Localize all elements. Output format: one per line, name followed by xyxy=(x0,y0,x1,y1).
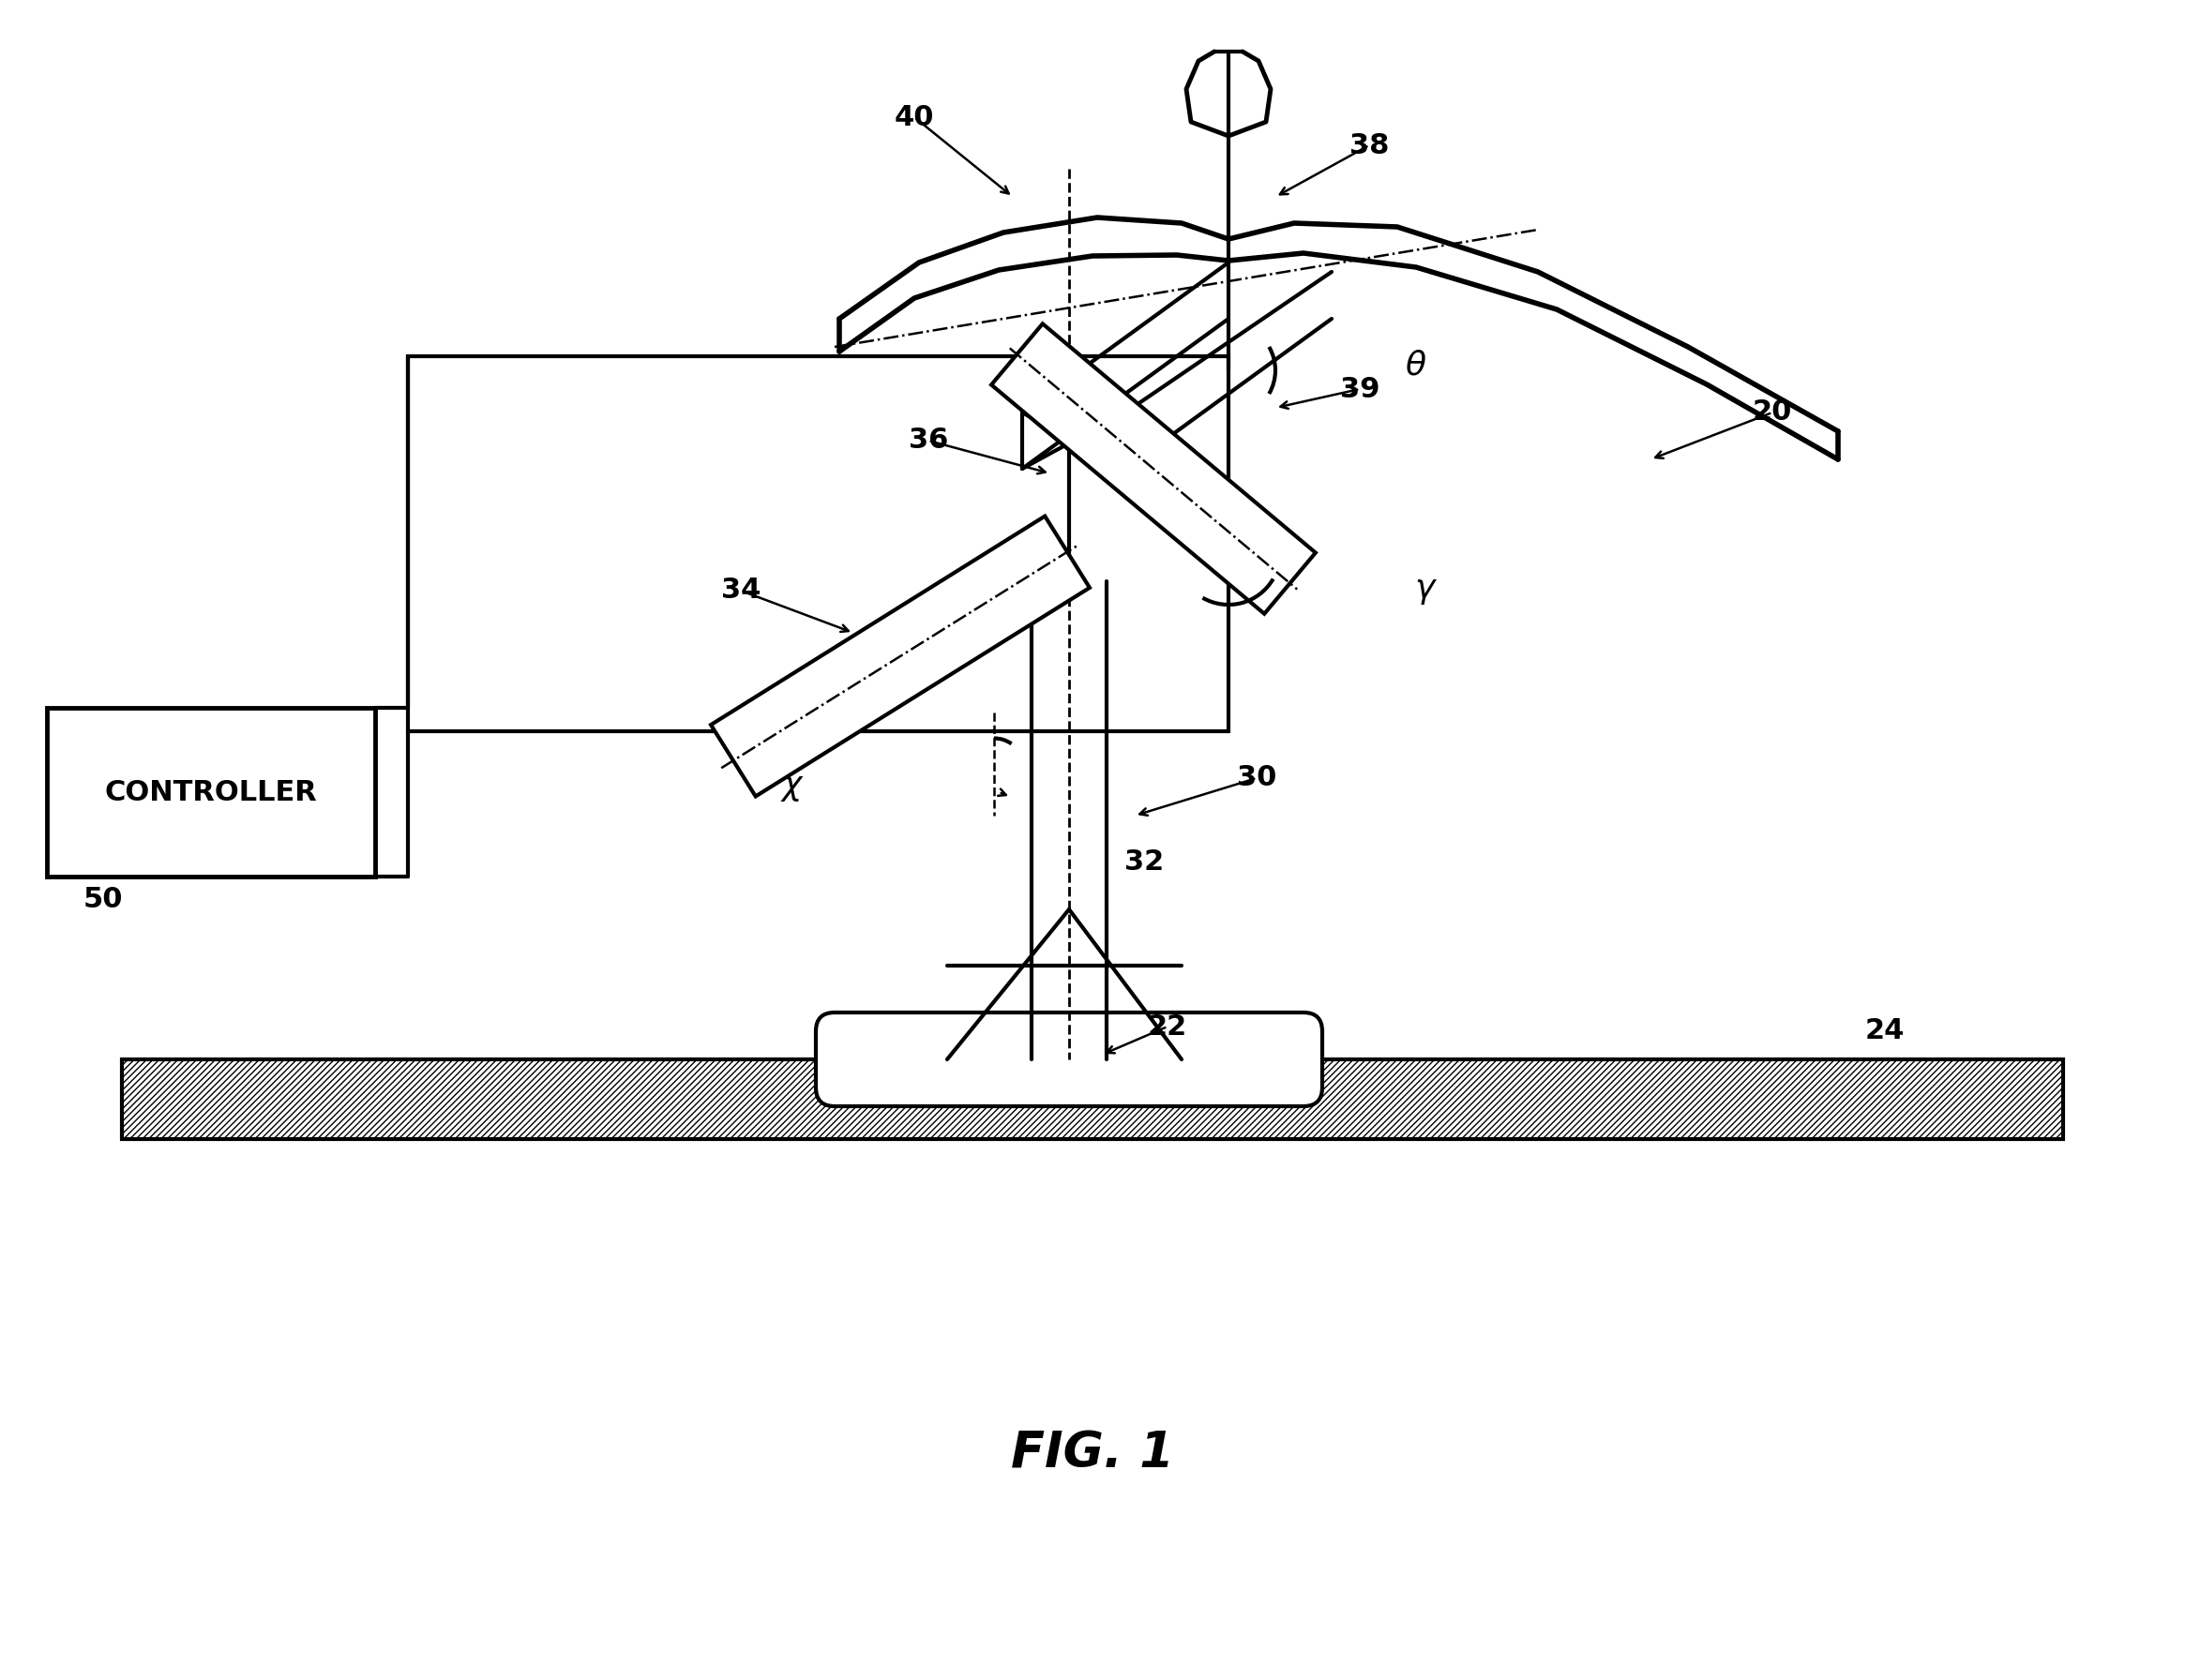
Bar xyxy=(46,707,376,877)
Bar xyxy=(409,356,1228,731)
Text: 50: 50 xyxy=(83,887,122,914)
Text: 32: 32 xyxy=(1125,848,1165,875)
Text: 30: 30 xyxy=(1237,764,1276,791)
Text: 38: 38 xyxy=(1350,131,1390,160)
Text: FIG. 1: FIG. 1 xyxy=(1012,1428,1173,1477)
Text: CONTROLLER: CONTROLLER xyxy=(105,778,317,806)
Bar xyxy=(122,1060,2063,1139)
Text: 40: 40 xyxy=(894,104,935,131)
Text: 36: 36 xyxy=(909,427,948,454)
Text: 39: 39 xyxy=(1339,375,1379,403)
Bar xyxy=(122,1060,2063,1139)
Text: 20: 20 xyxy=(1752,398,1792,427)
Text: 24: 24 xyxy=(1866,1018,1905,1045)
Polygon shape xyxy=(710,516,1090,796)
Text: $\gamma$: $\gamma$ xyxy=(1414,575,1438,606)
FancyBboxPatch shape xyxy=(815,1013,1322,1105)
Text: $\chi$: $\chi$ xyxy=(780,771,804,803)
Polygon shape xyxy=(992,324,1315,613)
Text: 34: 34 xyxy=(721,576,760,605)
Text: $\theta$: $\theta$ xyxy=(1405,349,1427,381)
Text: 22: 22 xyxy=(1147,1013,1186,1040)
